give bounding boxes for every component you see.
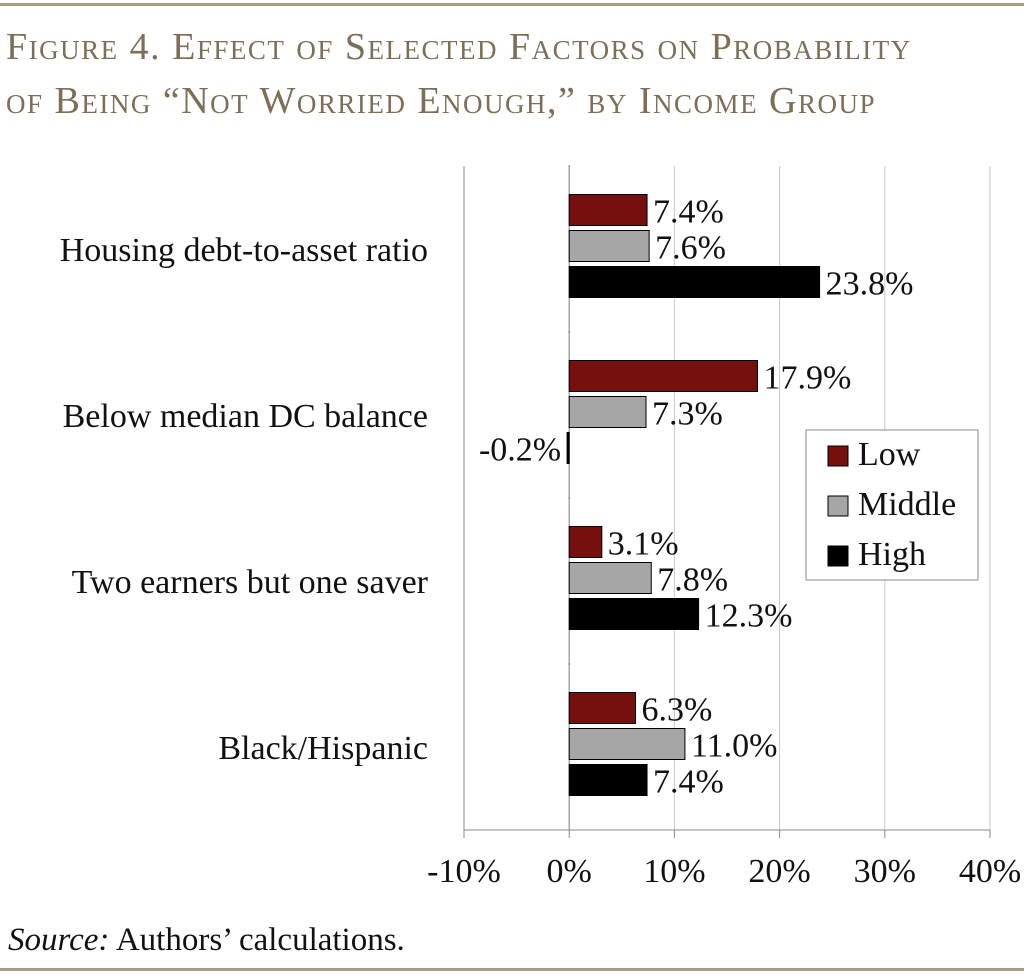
legend-label-middle: Middle: [858, 486, 956, 523]
source-label: Source:: [8, 922, 110, 958]
x-tick-label: 0%: [547, 853, 592, 890]
bar-middle: [568, 562, 652, 594]
x-tick-label: 40%: [959, 853, 1021, 890]
x-tick-label: 10%: [643, 853, 705, 890]
bar-middle: [568, 230, 650, 262]
data-label: 12.3%: [705, 598, 793, 635]
source-text: Authors’ calculations.: [109, 922, 405, 958]
data-label: 17.9%: [764, 360, 852, 397]
legend-label-low: Low: [858, 436, 921, 473]
bar-high: [568, 764, 648, 796]
data-label: 23.8%: [826, 266, 914, 303]
legend-swatch-high: [827, 545, 849, 567]
bar-low: [568, 360, 759, 392]
data-label: 7.4%: [653, 764, 724, 801]
figure-title: Figure 4. Effect of Selected Factors on …: [6, 20, 1021, 128]
bar-middle: [568, 396, 647, 428]
category-label: Below median DC balance: [63, 398, 428, 435]
bar-high: [568, 266, 821, 298]
top-rule: [0, 3, 1024, 6]
bar-low: [568, 194, 648, 226]
bar-high: [568, 598, 700, 630]
legend-label-high: High: [858, 536, 926, 573]
legend: Low Middle High: [805, 429, 979, 581]
data-label: 11.0%: [691, 728, 778, 765]
x-tick-label: 30%: [854, 853, 916, 890]
title-line-1: Figure 4. Effect of Selected Factors on …: [6, 26, 912, 68]
axis-layer: -10% 0% 10% 20% 30% 40% Housing debt-to-asset …: [60, 165, 1021, 890]
bar-middle: [568, 728, 686, 760]
source-note: Source: Authors’ calculations.: [8, 922, 405, 959]
bar-high: [566, 432, 570, 464]
x-tick-label: -10%: [427, 853, 501, 890]
category-label: Housing debt-to-asset ratio: [60, 232, 428, 269]
x-tick-label: 20%: [748, 853, 810, 890]
data-label: 7.8%: [657, 562, 728, 599]
category-label: Two earners but one saver: [72, 564, 429, 601]
data-label: 3.1%: [608, 526, 679, 563]
bar-low: [568, 526, 603, 558]
legend-swatch-low: [827, 445, 849, 467]
legend-swatch-middle: [827, 495, 849, 517]
bar-layer: [566, 194, 821, 796]
data-label: 7.6%: [655, 230, 726, 267]
data-label: -0.2%: [479, 432, 561, 469]
title-line-2: of Being “Not Worried Enough,” by Income…: [6, 80, 877, 122]
data-label: 6.3%: [641, 692, 712, 729]
data-label: 7.3%: [652, 396, 723, 433]
bottom-rule: [0, 968, 1024, 971]
label-layer: 7.4%7.6%23.8%17.9%7.3%-0.2%3.1%7.8%12.3%…: [479, 194, 913, 801]
bar-low: [568, 692, 636, 724]
data-label: 7.4%: [653, 194, 724, 231]
category-label: Black/Hispanic: [218, 730, 428, 767]
bar-chart: -10% 0% 10% 20% 30% 40% Housing debt-to-asset …: [60, 165, 1021, 890]
